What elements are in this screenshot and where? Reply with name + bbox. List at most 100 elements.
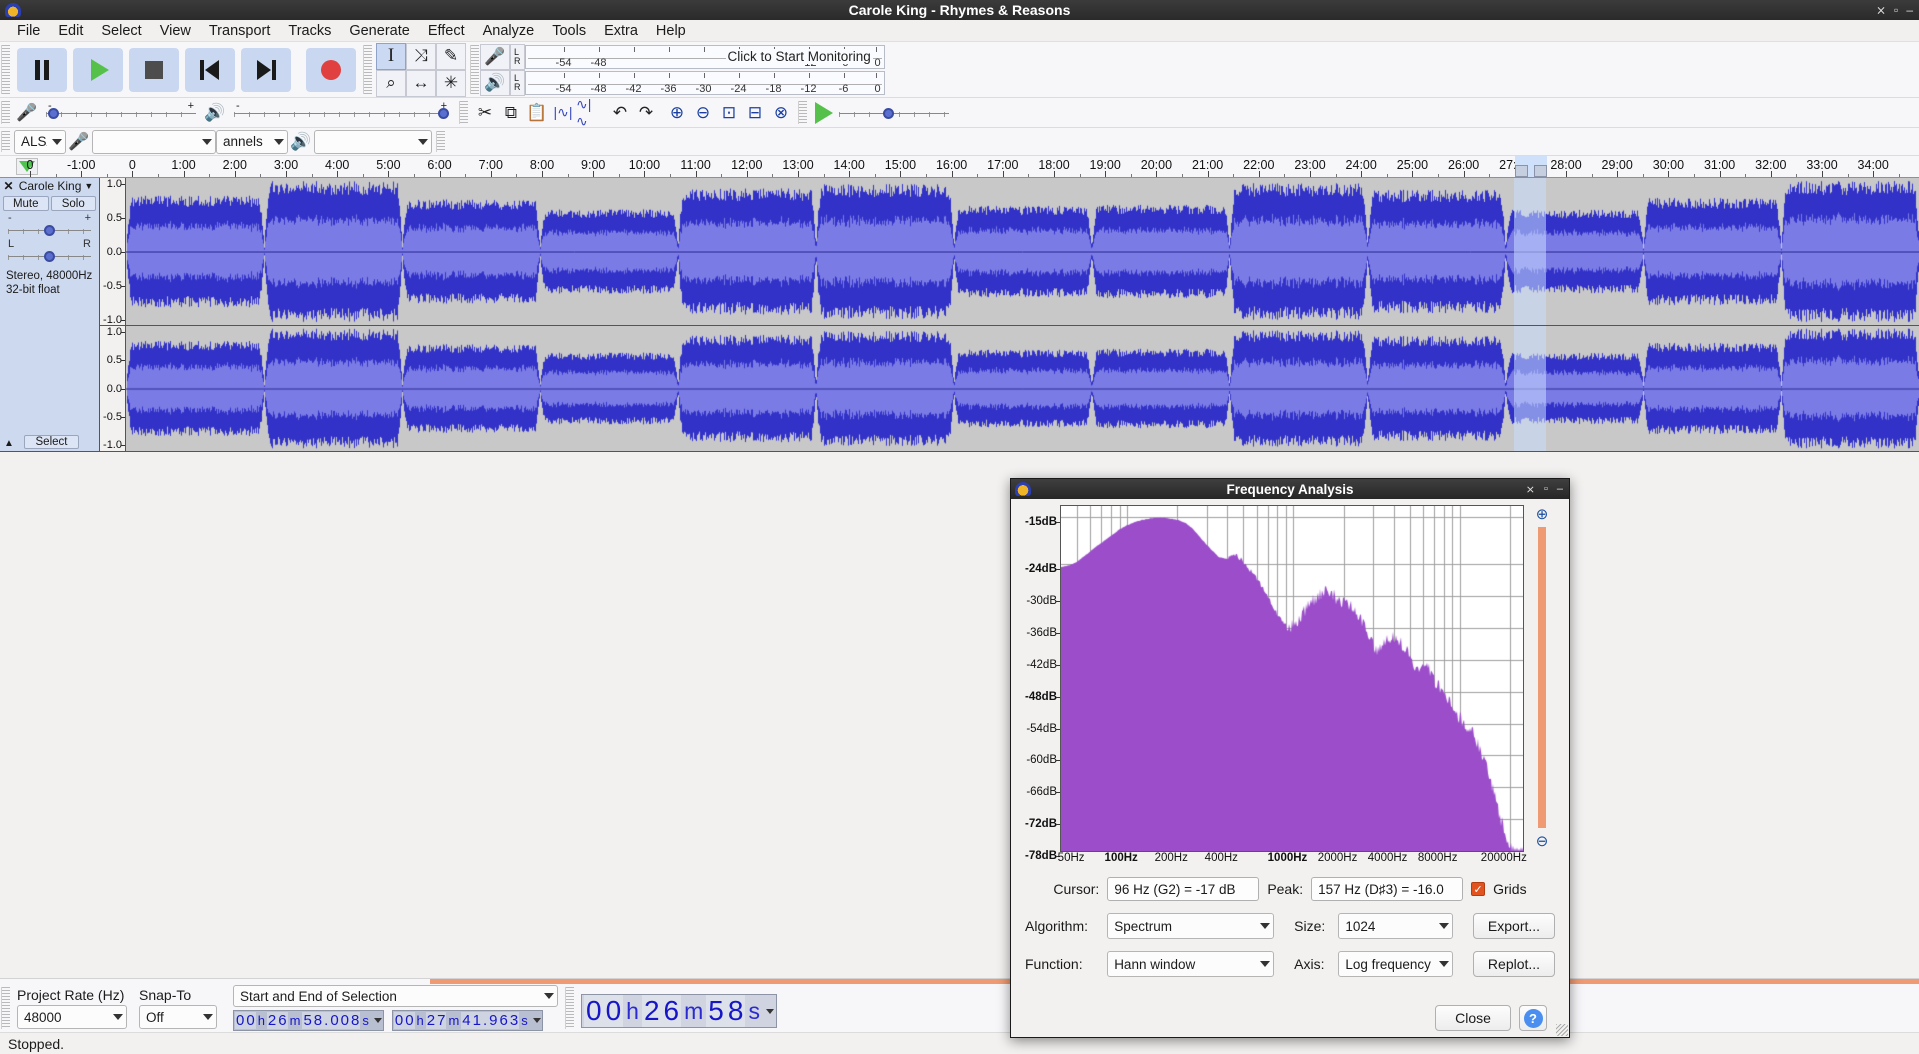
menu-generate[interactable]: Generate — [349, 22, 410, 39]
time-spinner-icon[interactable] — [373, 1018, 382, 1023]
zoom-tool[interactable]: ⌕ — [376, 69, 406, 97]
redo-icon[interactable]: ↷ — [638, 102, 654, 122]
selection-tool[interactable]: I — [376, 42, 406, 70]
cursor-value-field[interactable]: 96 Hz (G2) = -17 dB — [1107, 877, 1260, 901]
size-select[interactable]: 1024 — [1338, 913, 1453, 939]
recording-volume-slider[interactable]: - + — [46, 100, 196, 120]
grids-checkbox[interactable]: ✓ — [1471, 882, 1486, 896]
play-at-speed-grip[interactable] — [798, 101, 807, 124]
fit-selection-icon[interactable]: ⊡ — [721, 102, 737, 122]
time-spinner-icon[interactable] — [532, 1018, 541, 1023]
menu-analyze[interactable]: Analyze — [482, 22, 535, 39]
recording-volume-thumb[interactable] — [48, 107, 59, 119]
time-toolbar-grip[interactable] — [565, 987, 574, 1029]
trim-audio-icon[interactable]: |∿| — [553, 104, 573, 120]
recording-meter-grip[interactable] — [470, 45, 479, 94]
edit-toolbar-grip[interactable] — [459, 101, 468, 124]
dialog-resize-handle[interactable] — [1556, 1024, 1568, 1036]
fit-project-icon[interactable]: ⊟ — [747, 102, 763, 122]
dialog-titlebar[interactable]: Frequency Analysis ⨯ ▫ – — [1011, 479, 1569, 499]
left-waveform-canvas[interactable] — [126, 178, 1919, 325]
menu-help[interactable]: Help — [655, 22, 686, 39]
audio-host-select[interactable]: ALSA — [14, 129, 66, 154]
zoom-out-icon[interactable]: ⊖ — [695, 102, 711, 122]
mixer-toolbar-grip[interactable] — [1, 101, 10, 124]
gain-thumb[interactable] — [43, 225, 55, 236]
dialog-close-icon[interactable]: ⨯ — [1525, 483, 1535, 496]
dialog-maximize-icon[interactable]: ▫ — [1543, 482, 1548, 495]
left-channel-vertical-ruler[interactable]: 1.0 0.5 0.0 -0.5 -1.0 — [100, 178, 126, 326]
pause-button[interactable] — [17, 47, 67, 92]
close-button[interactable]: Close — [1435, 1005, 1511, 1031]
timeline-ruler[interactable]: 0 -1:00 0 1:00 2:00 3:00 4:00 5:00 6:00 7:00 8:00 9… — [0, 156, 1919, 178]
playback-meter-button[interactable]: 🔊 — [480, 69, 510, 96]
skip-to-end-button[interactable] — [241, 47, 291, 92]
silence-audio-icon[interactable]: ∿|∿ — [576, 95, 592, 129]
window-maximize-icon[interactable]: ▫ — [1894, 3, 1899, 17]
right-waveform-canvas[interactable] — [126, 326, 1919, 451]
selection-end-handle[interactable] — [1533, 165, 1547, 177]
play-at-speed-icon[interactable] — [815, 101, 833, 124]
snap-to-select[interactable]: Off — [139, 1005, 217, 1029]
zoom-in-icon[interactable]: ⊕ — [669, 102, 685, 122]
pinned-play-head-button[interactable] — [16, 158, 38, 175]
track-name-menu[interactable]: Carole King ▼ — [15, 178, 97, 194]
recording-device-select[interactable] — [92, 129, 216, 154]
record-button[interactable] — [306, 47, 356, 92]
pan-thumb[interactable] — [43, 251, 55, 262]
spectrum-plot[interactable] — [1060, 505, 1524, 852]
zoom-out-icon[interactable]: ⊖ — [1535, 833, 1549, 850]
spectrum-canvas[interactable] — [1061, 506, 1523, 851]
left-selection-region[interactable] — [1513, 178, 1546, 325]
recording-meter[interactable]: -54 -48 -12 -6 0 Click to Start Monitori… — [524, 44, 885, 69]
replot-button[interactable]: Replot... — [1472, 951, 1555, 977]
paste-icon[interactable]: 📋 — [526, 102, 548, 122]
play-speed-thumb[interactable] — [883, 107, 894, 119]
track-collapse-button[interactable]: ▲ — [4, 438, 14, 449]
menu-effect[interactable]: Effect — [427, 22, 465, 39]
selection-toolbar-grip[interactable] — [1, 987, 10, 1029]
menu-view[interactable]: View — [159, 22, 191, 39]
zoom-in-icon[interactable]: ⊕ — [1535, 506, 1549, 523]
right-channel-waveform[interactable] — [126, 326, 1919, 451]
multi-tool[interactable]: ✳ — [436, 69, 466, 97]
selection-mode-select[interactable]: Start and End of Selection — [233, 985, 558, 1007]
tools-toolbar-grip[interactable] — [363, 45, 372, 94]
time-spinner-icon[interactable] — [765, 1008, 774, 1014]
right-selection-region[interactable] — [1513, 326, 1546, 451]
function-select[interactable]: Hann window — [1107, 951, 1275, 977]
playback-device-select[interactable] — [314, 129, 432, 154]
peak-value-field[interactable]: 157 Hz (D♯3) = -16.0 — [1311, 877, 1464, 901]
menu-transport[interactable]: Transport — [208, 22, 271, 39]
play-button[interactable] — [73, 47, 123, 92]
envelope-tool[interactable]: ⤨ — [406, 42, 436, 70]
undo-icon[interactable]: ↶ — [612, 102, 628, 122]
window-close-icon[interactable]: ⨯ — [1875, 3, 1887, 17]
track-select-button[interactable]: Select — [24, 435, 79, 449]
frequency-analysis-dialog[interactable]: Frequency Analysis ⨯ ▫ – -15dB -24dB -30dB… — [1010, 478, 1570, 1038]
algorithm-select[interactable]: Spectrum — [1107, 913, 1275, 939]
window-minimize-icon[interactable]: – — [1906, 3, 1913, 17]
transport-toolbar-grip[interactable] — [1, 45, 10, 94]
device-toolbar-grip[interactable] — [1, 131, 10, 152]
axis-select[interactable]: Log frequency — [1338, 951, 1453, 977]
play-speed-slider[interactable] — [839, 106, 949, 120]
zoom-toggle-icon[interactable]: ⊗ — [773, 102, 789, 122]
dialog-minimize-icon[interactable]: – — [1556, 482, 1563, 495]
recording-meter-button[interactable]: 🎤 — [480, 43, 510, 70]
playback-volume-thumb[interactable] — [438, 107, 449, 119]
menu-extra[interactable]: Extra — [604, 22, 638, 39]
recording-channels-select[interactable]: annels — [216, 129, 288, 154]
selection-start-handle[interactable] — [1514, 165, 1528, 177]
window-controls[interactable]: ⨯ ▫ – — [1876, 3, 1913, 17]
copy-icon[interactable]: ⧉ — [504, 102, 518, 122]
time-shift-tool[interactable]: ↔ — [406, 69, 436, 97]
menu-tools[interactable]: Tools — [552, 22, 587, 39]
menu-edit[interactable]: Edit — [58, 22, 84, 39]
track-close-button[interactable]: ✕ — [3, 179, 14, 193]
cut-icon[interactable]: ✂ — [477, 102, 493, 122]
